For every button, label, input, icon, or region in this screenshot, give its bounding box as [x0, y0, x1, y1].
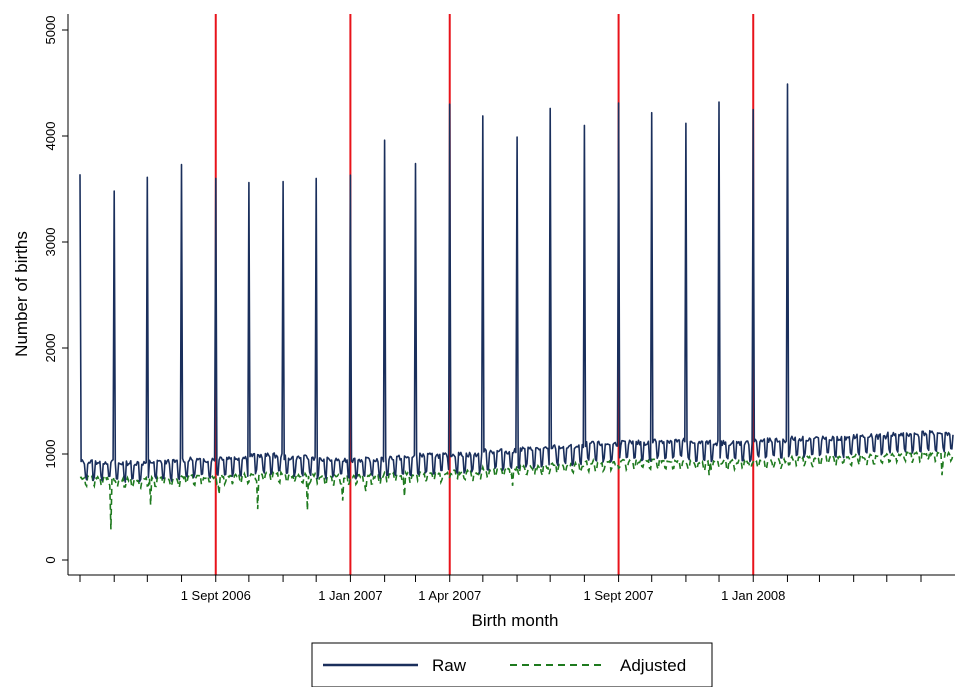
reference-lines	[214, 14, 755, 575]
series-raw-line	[79, 83, 954, 483]
series-layer	[79, 83, 954, 530]
legend: Raw Adjusted	[311, 642, 713, 687]
y-axis: 0 1000 2000 3000 4000 5000	[43, 14, 69, 575]
x-axis: 1 Sept 2006 1 Jan 2007 1 Apr 2007 1 Sept 20…	[68, 574, 955, 603]
legend-label-raw: Raw	[432, 656, 467, 675]
legend-label-adjusted: Adjusted	[620, 656, 686, 675]
y-tick-label: 1000	[43, 440, 58, 469]
x-tick-label: 1 Jan 2008	[721, 588, 785, 603]
y-tick-label: 4000	[43, 122, 58, 151]
y-tick-label: 3000	[43, 228, 58, 257]
x-tick-label: 1 Jan 2007	[318, 588, 382, 603]
y-tick-label: 2000	[43, 334, 58, 363]
y-tick-label: 5000	[43, 16, 58, 45]
plot-area	[79, 14, 954, 575]
y-axis-title: Number of births	[12, 231, 31, 357]
series-adjusted-line	[79, 449, 954, 530]
x-axis-title: Birth month	[472, 611, 559, 630]
x-tick-label: 1 Sept 2006	[181, 588, 251, 603]
x-tick-label: 1 Sept 2007	[584, 588, 654, 603]
x-tick-label: 1 Apr 2007	[418, 588, 481, 603]
y-tick-label: 0	[43, 556, 58, 563]
